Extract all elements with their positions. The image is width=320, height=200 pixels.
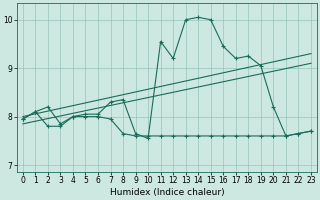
X-axis label: Humidex (Indice chaleur): Humidex (Indice chaleur)	[109, 188, 224, 197]
